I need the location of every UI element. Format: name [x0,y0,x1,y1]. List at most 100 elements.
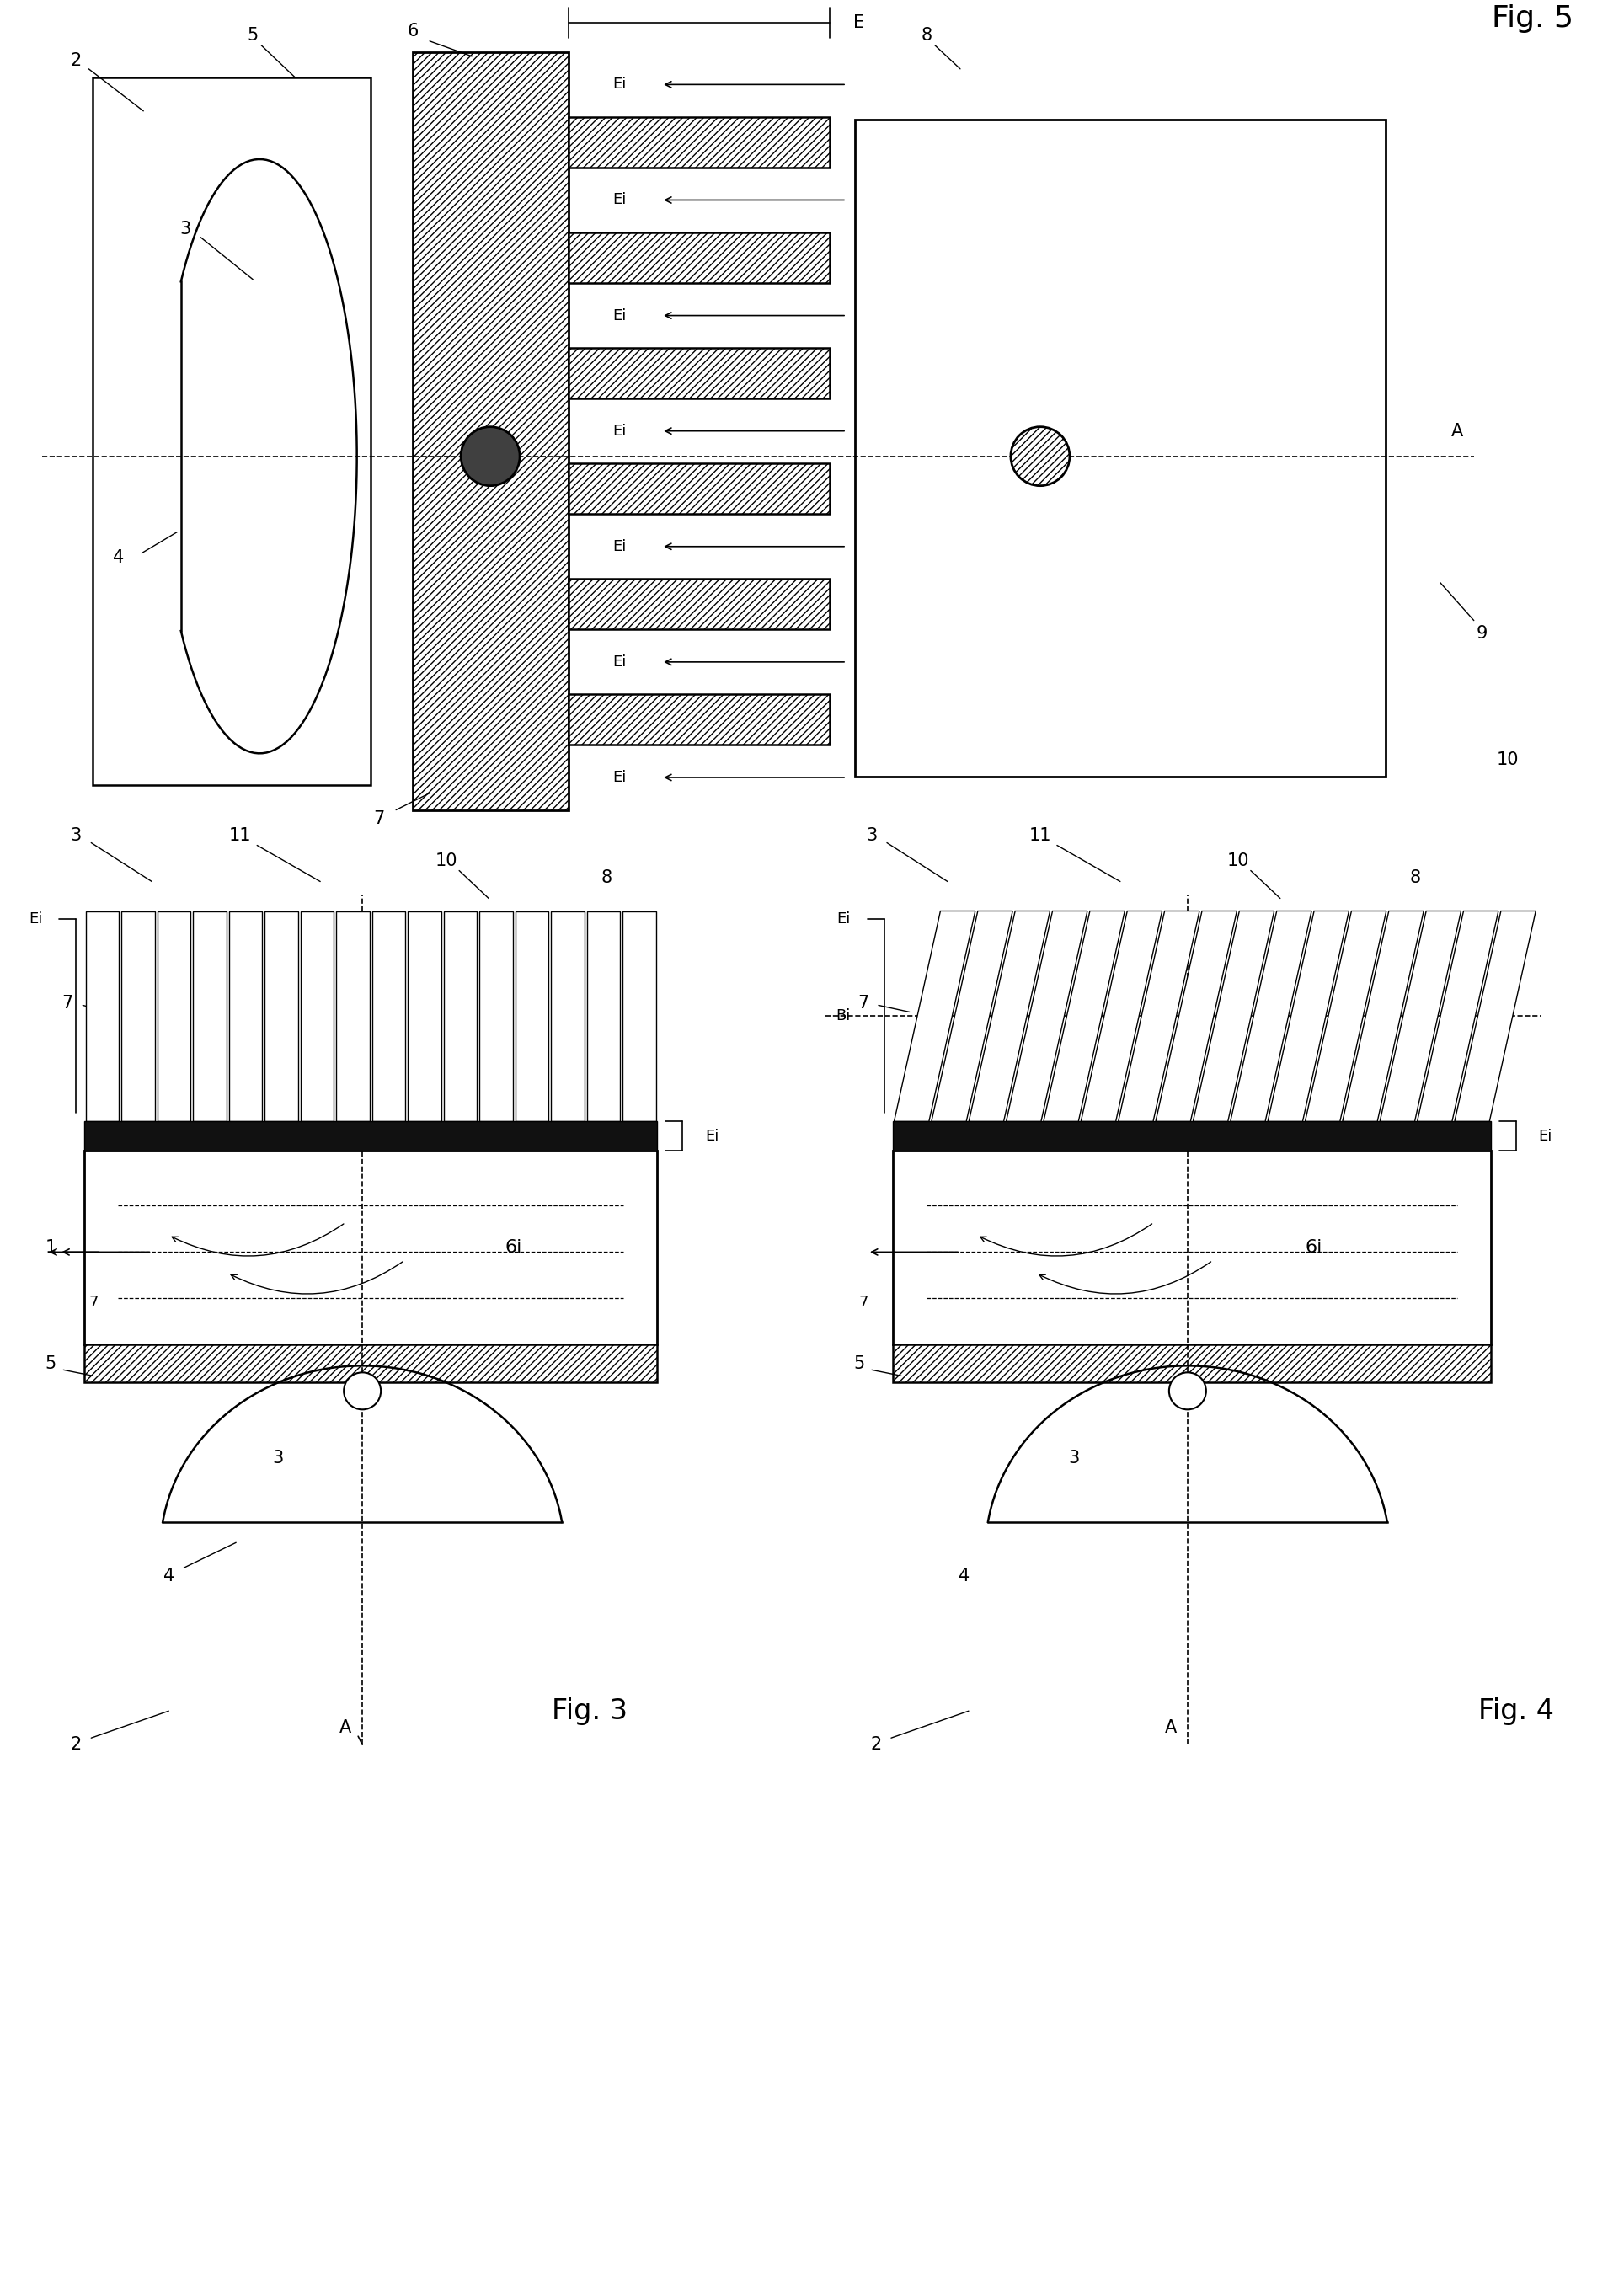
Bar [568,231,830,282]
Bar [265,910,297,1121]
Polygon shape [1380,910,1462,1121]
Circle shape [344,1373,382,1410]
Text: 5: 5 [247,28,258,44]
Text: 3: 3 [180,220,192,238]
Polygon shape [970,910,1051,1121]
Bar [412,53,568,809]
Text: 2: 2 [70,1737,81,1753]
Text: Ei: Ei [612,656,627,669]
Text: 6: 6 [408,23,419,39]
Bar [93,78,370,784]
Bar [893,1121,1491,1151]
Bar [443,910,477,1121]
Bar [586,910,620,1121]
Bar [84,1151,658,1345]
Text: 6i: 6i [505,1240,523,1256]
Text: Ei: Ei [1538,1128,1553,1144]
Text: 7: 7 [89,1295,99,1311]
Bar [515,910,549,1121]
Bar [622,910,656,1121]
Text: Ei: Ei [836,912,851,926]
Text: 10: 10 [435,853,458,869]
Bar [122,910,154,1121]
Polygon shape [1082,910,1163,1121]
Bar [568,463,830,513]
Polygon shape [1418,910,1499,1121]
Polygon shape [1007,910,1088,1121]
Text: 5: 5 [45,1355,57,1373]
Text: 2: 2 [870,1737,882,1753]
Circle shape [1169,1373,1207,1410]
Text: E: E [854,14,864,32]
Text: 3: 3 [273,1451,284,1467]
Text: 2: 2 [70,53,81,69]
Text: 8: 8 [1410,869,1421,885]
Bar [568,580,830,630]
Text: 5: 5 [854,1355,864,1373]
Text: 7: 7 [857,995,869,1013]
Text: A: A [1164,1719,1177,1737]
Polygon shape [1306,910,1387,1121]
Bar [568,117,830,167]
Circle shape [1010,426,1070,486]
Text: 4: 4 [958,1568,970,1584]
Text: Ei: Ei [612,539,627,555]
Text: Ei: Ei [705,1128,719,1144]
Text: 3: 3 [1069,1451,1080,1467]
Text: 10: 10 [1226,853,1249,869]
Circle shape [461,426,520,486]
Polygon shape [1455,910,1536,1121]
Polygon shape [1119,910,1200,1121]
Bar [372,910,406,1121]
Bar [408,910,442,1121]
Polygon shape [1231,910,1312,1121]
Text: 3: 3 [866,827,877,843]
Text: 11: 11 [1030,827,1051,843]
Bar [568,694,830,745]
Polygon shape [895,910,976,1121]
Bar [300,910,333,1121]
Text: 9: 9 [1476,626,1488,642]
Text: 7: 7 [859,1295,869,1311]
Bar [479,910,513,1121]
Text: A: A [1450,422,1463,440]
Bar [84,1345,658,1382]
Bar [551,910,585,1121]
Text: Ei: Ei [612,307,627,323]
Bar [893,1151,1491,1345]
Text: Fig. 3: Fig. 3 [552,1696,627,1726]
Text: 7: 7 [374,809,385,827]
Polygon shape [1268,910,1350,1121]
Text: Fig. 5: Fig. 5 [1492,5,1574,32]
Bar [158,910,190,1121]
Bar [893,1345,1491,1382]
Bar [193,910,226,1121]
Text: A: A [339,1719,351,1737]
Bar [229,910,261,1121]
Polygon shape [1343,910,1424,1121]
Bar [568,348,830,399]
Text: 4: 4 [112,548,123,566]
Text: 6i: 6i [1306,1240,1322,1256]
Text: 1: 1 [45,1240,57,1256]
Polygon shape [1044,910,1125,1121]
Text: 10: 10 [1496,752,1518,768]
Text: Ei: Ei [29,912,42,926]
Polygon shape [1194,910,1275,1121]
Bar [86,910,119,1121]
Text: 3: 3 [70,827,81,843]
Bar [84,1121,658,1151]
Bar [336,910,370,1121]
Text: Fig. 4: Fig. 4 [1478,1696,1554,1726]
Polygon shape [1156,910,1237,1121]
Polygon shape [932,910,1013,1121]
Bar [854,119,1385,777]
Text: 7: 7 [62,995,73,1013]
Text: Ei: Ei [612,770,627,786]
Text: Ei: Ei [612,424,627,438]
Text: 4: 4 [162,1568,174,1584]
Text: Bi: Bi [836,1008,851,1025]
Text: 8: 8 [601,869,612,885]
Text: 11: 11 [229,827,252,843]
Text: Ei: Ei [612,78,627,92]
